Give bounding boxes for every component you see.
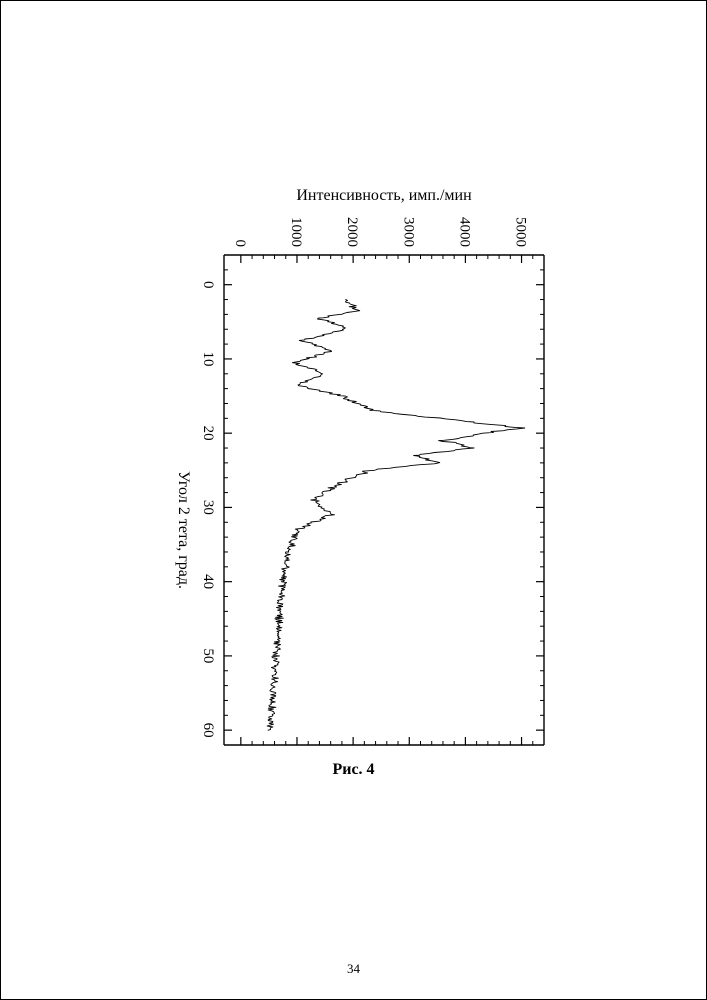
xrd-series [267,300,525,731]
page-container: { "caption": { "text": "Рис. 4", "fontSi… [0,0,707,1000]
x-tick-label: 40 [200,574,216,589]
figure-caption: Рис. 4 [1,761,706,779]
x-tick-label: 30 [200,500,216,515]
x-axis-title: Угол 2 тета, град. [175,471,192,589]
y-tick-label: 5000 [512,217,528,247]
x-tick-label: 10 [200,351,216,366]
y-tick-label: 4000 [456,217,472,247]
y-tick-label: 2000 [344,217,360,247]
x-tick-label: 20 [200,426,216,441]
y-tick-label: 1000 [287,217,303,247]
chart-rotated-container: 0 10 20 30 40 50 60 Угол 2 тета, град. 0 1000 2000… [144,160,564,780]
x-tick-label: 0 [200,281,216,289]
y-tick-label: 3000 [400,217,416,247]
xrd-chart: 0 10 20 30 40 50 60 Угол 2 тета, град. 0 1000 2000… [144,160,564,780]
y-tick-label: 0 [231,240,247,248]
xrd-chart-svg: 0 10 20 30 40 50 60 Угол 2 тета, град. 0 1000 2000… [144,160,564,780]
y-axis-title: Интенсивность, имп./мин [296,187,472,204]
x-tick-label: 60 [200,723,216,738]
page-number: 34 [1,961,706,977]
x-tick-label: 50 [200,648,216,663]
